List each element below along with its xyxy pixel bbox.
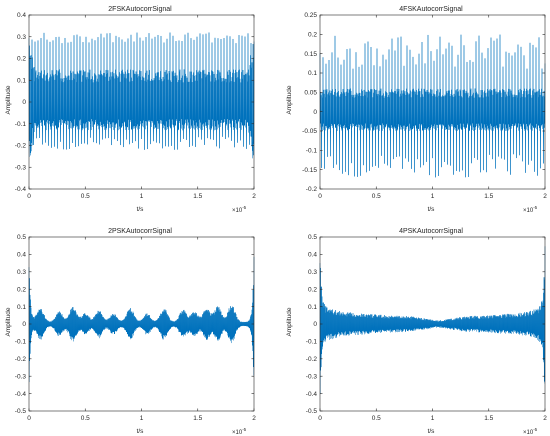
y-tick-label: 0.3 xyxy=(308,269,317,276)
subplot-2psk: 2PSKAutocorrSignal t/s Amplitude ×10-5 -… xyxy=(5,228,256,436)
x-tick-label: 1.5 xyxy=(193,193,202,200)
y-axis-label: Amplitude xyxy=(286,307,293,336)
x-tick-label: 0.5 xyxy=(372,193,381,200)
y-tick-label: -0.1 xyxy=(15,121,27,128)
x-tick-label: 0.5 xyxy=(81,415,90,422)
x-tick-label: 1.5 xyxy=(484,415,493,422)
y-tick-label: 0.2 xyxy=(17,286,26,293)
x-tick-label: 0.5 xyxy=(81,193,90,200)
x-axis-label: t/s xyxy=(428,428,436,435)
signal-trace xyxy=(319,34,546,178)
y-tick-label: 0.25 xyxy=(304,12,317,19)
y-tick-label: 0.2 xyxy=(308,32,317,39)
y-tick-label: -0.4 xyxy=(306,391,318,398)
y-tick-label: 0.1 xyxy=(17,77,26,84)
x-tick-label: 1.5 xyxy=(484,193,493,200)
y-tick-label: 0.1 xyxy=(17,304,26,311)
signal-trace xyxy=(28,32,255,159)
x-axis-label: t/s xyxy=(137,428,145,435)
y-tick-label: 0.4 xyxy=(17,12,26,19)
x-tick-label: 2 xyxy=(543,193,547,200)
y-tick-label: -0.2 xyxy=(306,186,318,193)
y-tick-label: 0.1 xyxy=(308,70,317,77)
subplot-title: 4FSKAutocorrSignal xyxy=(399,6,463,13)
y-axis-label: Amplitude xyxy=(286,85,293,114)
y-tick-label: 0.3 xyxy=(17,34,26,41)
y-tick-label: 0.1 xyxy=(308,304,317,311)
y-tick-label: -0.2 xyxy=(306,356,318,363)
y-tick-label: -0.1 xyxy=(306,148,318,155)
x-tick-label: 0 xyxy=(27,415,31,422)
y-tick-label: 0.15 xyxy=(304,51,317,58)
y-tick-label: 0 xyxy=(313,109,317,116)
y-tick-label: -0.15 xyxy=(302,167,317,174)
y-tick-label: -0.5 xyxy=(306,408,318,415)
y-axis-label: Amplitude xyxy=(5,85,12,114)
x-exponent: ×10-5 xyxy=(523,427,538,436)
y-tick-label: 0.4 xyxy=(17,252,26,259)
y-tick-label: 0 xyxy=(313,321,317,328)
y-tick-label: 0.2 xyxy=(17,56,26,63)
x-tick-label: 1 xyxy=(431,193,435,200)
x-tick-label: 1 xyxy=(140,193,144,200)
x-tick-label: 2 xyxy=(252,415,256,422)
y-tick-label: 0.5 xyxy=(17,234,26,241)
x-tick-label: 1 xyxy=(431,415,435,422)
x-tick-label: 1.5 xyxy=(193,415,202,422)
signal-trace xyxy=(28,256,255,383)
y-tick-label: -0.1 xyxy=(306,339,318,346)
y-tick-label: -0.3 xyxy=(15,164,27,171)
y-tick-label: -0.3 xyxy=(15,373,27,380)
x-tick-label: 0.5 xyxy=(372,415,381,422)
subplot-title: 2FSKAutocorrSignal xyxy=(108,6,172,13)
y-tick-label: 0.05 xyxy=(304,90,317,97)
y-tick-label: -0.5 xyxy=(15,408,27,415)
y-tick-label: 0 xyxy=(22,99,26,106)
x-tick-label: 2 xyxy=(543,415,547,422)
y-tick-label: -0.05 xyxy=(302,128,317,135)
x-axis-label: t/s xyxy=(428,206,436,213)
x-exponent: ×10-5 xyxy=(523,205,538,214)
x-exponent: ×10-5 xyxy=(232,205,247,214)
x-tick-label: 0 xyxy=(27,193,31,200)
y-tick-label: -0.4 xyxy=(15,391,27,398)
subplot-title: 2PSKAutocorrSignal xyxy=(108,228,172,235)
y-tick-label: 0.2 xyxy=(308,286,317,293)
y-tick-label: 0 xyxy=(22,321,26,328)
x-tick-label: 2 xyxy=(252,193,256,200)
y-tick-label: -0.2 xyxy=(15,356,27,363)
subplot-title: 4PSKAutocorrSignal xyxy=(399,228,463,235)
x-tick-label: 0 xyxy=(318,193,322,200)
y-axis-label: Amplitude xyxy=(5,307,12,336)
x-tick-label: 1 xyxy=(140,415,144,422)
y-tick-label: 0.5 xyxy=(308,234,317,241)
y-tick-label: -0.3 xyxy=(306,373,318,380)
x-exponent: ×10-5 xyxy=(232,427,247,436)
signal-trace xyxy=(319,246,546,395)
y-tick-label: -0.4 xyxy=(15,186,27,193)
x-axis-label: t/s xyxy=(137,206,145,213)
y-tick-label: 0.3 xyxy=(17,269,26,276)
y-tick-label: -0.1 xyxy=(15,339,27,346)
subplot-4fsk: 4FSKAutocorrSignal t/s Amplitude ×10-5 -… xyxy=(286,6,547,214)
x-tick-label: 0 xyxy=(318,415,322,422)
y-tick-label: 0.4 xyxy=(308,252,317,259)
subplot-4psk: 4PSKAutocorrSignal t/s Amplitude ×10-5 -… xyxy=(286,228,547,436)
y-tick-label: -0.2 xyxy=(15,143,27,150)
subplot-2fsk: 2FSKAutocorrSignal t/s Amplitude ×10-5 -… xyxy=(5,6,256,214)
